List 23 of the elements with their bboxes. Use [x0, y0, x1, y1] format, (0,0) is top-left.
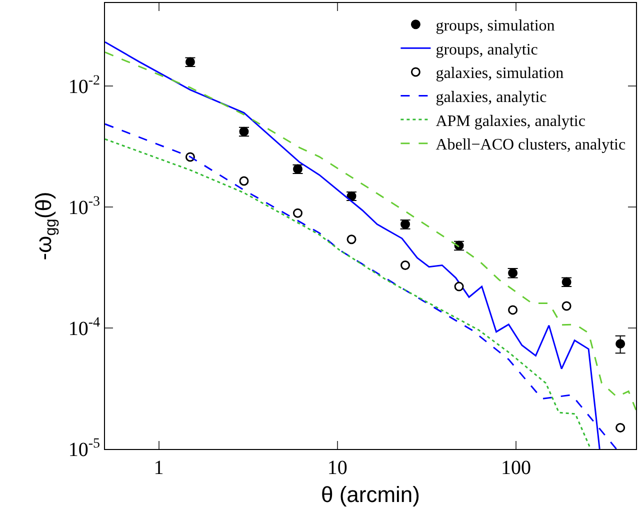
- point: [346, 234, 356, 244]
- y-tick-label: 10$^{-2}$: [68, 74, 100, 98]
- legend-label: groups, analytic: [436, 41, 538, 58]
- point: [292, 208, 302, 218]
- legend-label: Abell−ACO clusters, analytic: [436, 136, 626, 154]
- point: [400, 260, 410, 270]
- x-tick-label: 10: [327, 457, 348, 479]
- point: [616, 422, 626, 432]
- y-tick-label: 10$^{-4}$: [68, 316, 100, 340]
- legend-label: groups, simulation: [436, 18, 555, 35]
- y-tick-label: 10$^{-5}$: [68, 436, 100, 461]
- point: [508, 305, 518, 315]
- point: [454, 282, 464, 292]
- point: [562, 301, 572, 311]
- x-tick-label: 1: [154, 457, 164, 479]
- point: [239, 176, 249, 186]
- legend-label: galaxies, analytic: [436, 89, 547, 106]
- x-axis-title: θ (arcmin): [320, 482, 420, 507]
- y-tick-label: 10$^{-3}$: [68, 194, 100, 219]
- point: [616, 339, 626, 349]
- legend-label: galaxies, simulation: [436, 65, 564, 82]
- legend-label: APM galaxies, analytic: [436, 112, 586, 130]
- x-tick-label: 100: [500, 457, 531, 479]
